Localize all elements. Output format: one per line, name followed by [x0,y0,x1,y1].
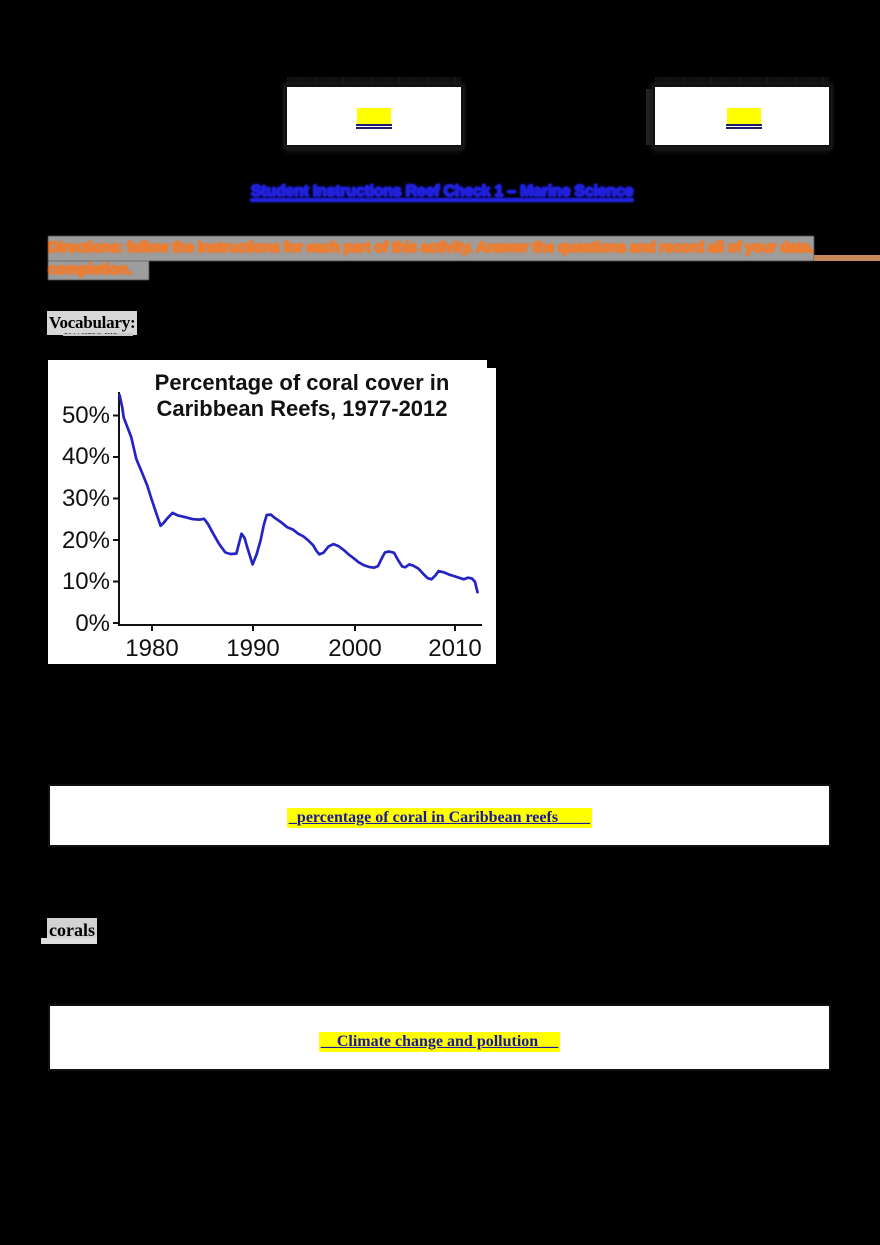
svg-text:0%: 0% [75,610,110,637]
svg-text:50%: 50% [62,402,110,429]
svg-text:30%: 30% [62,485,110,512]
svg-text:1980: 1980 [125,635,178,662]
svg-text:2010: 2010 [428,635,481,662]
svg-text:1990: 1990 [226,635,279,662]
svg-text:40%: 40% [62,443,110,470]
svg-text:10%: 10% [62,568,110,595]
svg-text:Percentage of coral cover in: Percentage of coral cover in [155,370,450,395]
svg-text:2000: 2000 [328,635,381,662]
svg-text:Caribbean Reefs, 1977-2012: Caribbean Reefs, 1977-2012 [156,396,447,421]
svg-text:20%: 20% [62,527,110,554]
